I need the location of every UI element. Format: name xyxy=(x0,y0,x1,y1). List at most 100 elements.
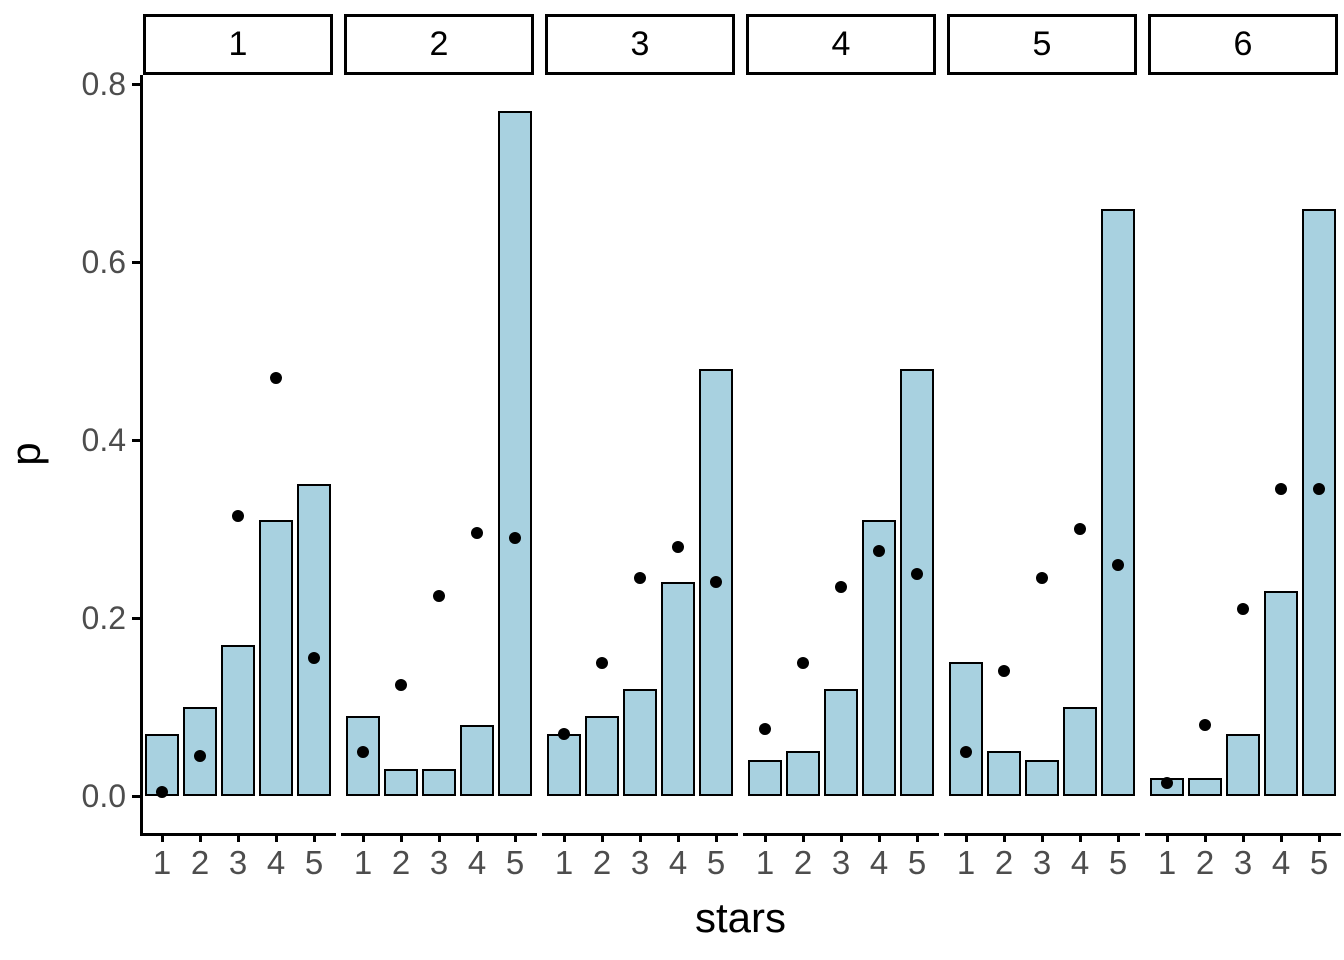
bar xyxy=(699,369,733,796)
facet-strip: 3 xyxy=(545,14,735,75)
data-point xyxy=(156,785,168,798)
bar xyxy=(221,645,255,796)
x-tick-label: 2 xyxy=(1195,844,1215,881)
bar xyxy=(384,769,418,796)
y-axis-tick xyxy=(132,261,140,264)
x-tick-label: 4 xyxy=(668,844,688,881)
data-point xyxy=(911,567,923,580)
bar xyxy=(824,689,858,796)
x-tick-label: 5 xyxy=(907,844,927,881)
x-tick-label: 4 xyxy=(1271,844,1291,881)
x-axis-tick xyxy=(437,834,441,842)
bar xyxy=(1264,591,1298,796)
facet-strip: 1 xyxy=(143,14,333,75)
data-point xyxy=(873,545,885,558)
data-point xyxy=(1074,523,1086,535)
x-tick-label: 1 xyxy=(1157,844,1177,881)
x-axis-tick xyxy=(562,834,566,842)
bar xyxy=(661,582,695,796)
x-tick-label: 3 xyxy=(630,844,650,881)
x-axis-tick xyxy=(236,834,240,842)
bar xyxy=(498,111,532,796)
x-axis-tick xyxy=(763,834,767,842)
x-axis-tick xyxy=(198,834,202,842)
x-axis-tick xyxy=(1116,834,1120,842)
x-axis-title: stars xyxy=(694,894,786,941)
x-tick-label: 3 xyxy=(1032,844,1052,881)
bar xyxy=(1025,760,1059,796)
y-tick-label: 0.4 xyxy=(81,422,126,458)
data-point xyxy=(395,678,407,691)
data-point xyxy=(1237,603,1249,616)
bar xyxy=(987,751,1021,796)
bar xyxy=(949,662,983,796)
y-tick-label: 0.6 xyxy=(81,244,126,280)
bar xyxy=(585,716,619,796)
bar xyxy=(862,520,896,796)
x-tick-label: 1 xyxy=(353,844,373,881)
x-axis-tick xyxy=(1317,834,1321,842)
bar xyxy=(297,484,331,796)
y-axis-tick xyxy=(132,795,140,798)
data-point xyxy=(232,509,244,522)
x-tick-label: 5 xyxy=(1108,844,1128,881)
x-axis-tick xyxy=(513,834,517,842)
y-axis-line xyxy=(140,75,143,836)
bar xyxy=(460,725,494,796)
x-tick-label: 4 xyxy=(266,844,286,881)
x-axis-tick xyxy=(399,834,403,842)
x-tick-label: 5 xyxy=(304,844,324,881)
data-point xyxy=(634,571,646,584)
data-point xyxy=(1275,482,1287,495)
data-point xyxy=(998,665,1010,678)
y-tick-label: 0.8 xyxy=(81,66,126,102)
x-axis-tick xyxy=(600,834,604,842)
x-tick-label: 3 xyxy=(1233,844,1253,881)
bar xyxy=(1226,734,1260,796)
x-axis-tick xyxy=(274,834,278,842)
x-tick-label: 2 xyxy=(793,844,813,881)
x-tick-label: 3 xyxy=(228,844,248,881)
data-point xyxy=(797,656,809,669)
data-point xyxy=(270,371,282,384)
x-axis-tick xyxy=(1279,834,1283,842)
x-axis-tick xyxy=(1040,834,1044,842)
x-axis-tick xyxy=(312,834,316,842)
x-tick-label: 3 xyxy=(831,844,851,881)
x-axis-tick xyxy=(160,834,164,842)
data-point xyxy=(960,745,972,758)
data-point xyxy=(710,576,722,589)
bar xyxy=(748,760,782,796)
x-tick-label: 1 xyxy=(554,844,574,881)
data-point xyxy=(835,580,847,593)
facet-strip: 4 xyxy=(746,14,936,75)
y-tick-label: 0.2 xyxy=(81,600,126,636)
x-tick-label: 5 xyxy=(505,844,525,881)
x-axis-tick xyxy=(915,834,919,842)
x-tick-label: 2 xyxy=(592,844,612,881)
data-point xyxy=(1161,776,1173,789)
bar xyxy=(1302,209,1336,796)
x-tick-label: 1 xyxy=(152,844,172,881)
x-tick-label: 1 xyxy=(956,844,976,881)
y-axis-tick xyxy=(132,617,140,620)
x-tick-label: 5 xyxy=(1309,844,1329,881)
x-axis-tick xyxy=(1002,834,1006,842)
x-tick-label: 1 xyxy=(755,844,775,881)
x-tick-label: 2 xyxy=(190,844,210,881)
x-axis-tick xyxy=(877,834,881,842)
x-axis-tick xyxy=(1203,834,1207,842)
bar xyxy=(786,751,820,796)
bar xyxy=(1101,209,1135,796)
x-tick-label: 4 xyxy=(869,844,889,881)
facet-strip: 6 xyxy=(1148,14,1338,75)
data-point xyxy=(357,745,369,758)
data-point xyxy=(471,527,483,540)
data-point xyxy=(596,656,608,669)
x-axis-tick xyxy=(964,834,968,842)
facet-strip: 5 xyxy=(947,14,1137,75)
data-point xyxy=(194,749,206,762)
x-axis-tick xyxy=(1165,834,1169,842)
x-axis-tick xyxy=(638,834,642,842)
